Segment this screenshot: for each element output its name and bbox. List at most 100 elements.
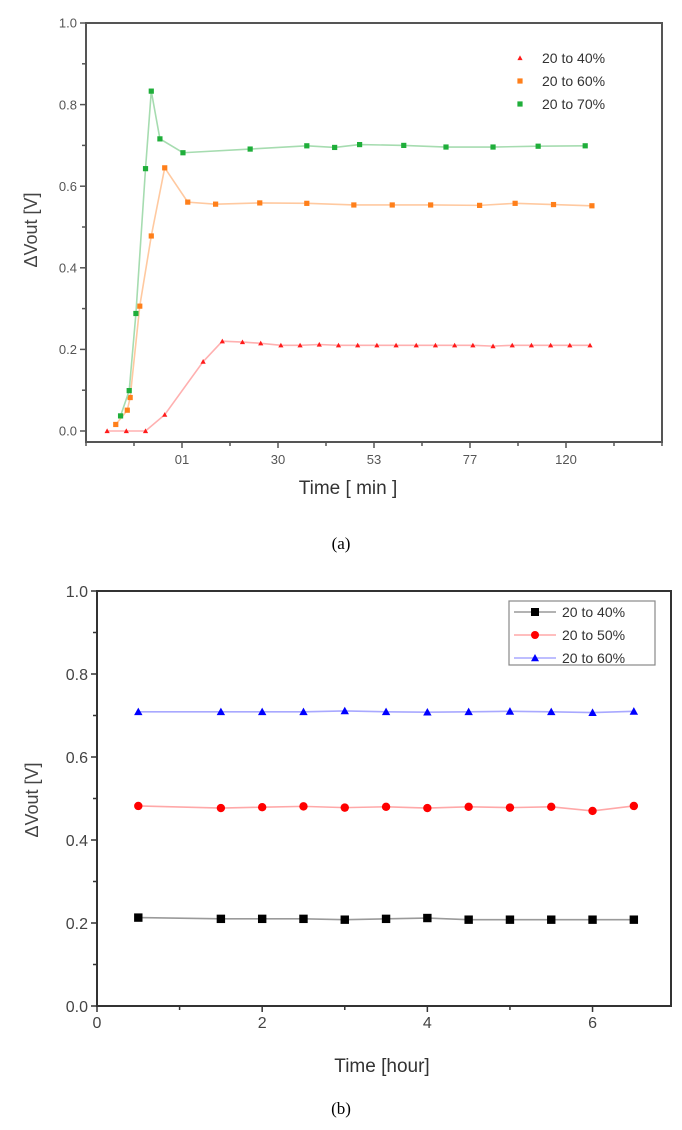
data-point [332, 144, 338, 151]
data-point [567, 342, 573, 348]
data-point [547, 802, 556, 811]
data-point [550, 201, 557, 208]
data-point [213, 201, 219, 207]
x-tick-label: 53 [367, 452, 381, 467]
x-tick-label: 0 [93, 1015, 102, 1032]
data-point [185, 199, 191, 205]
series-3 [134, 706, 639, 716]
legend-marker [531, 654, 539, 662]
data-point [464, 802, 473, 811]
x-tick-label: 4 [423, 1015, 432, 1032]
data-point [216, 914, 226, 924]
series-3 [117, 88, 588, 419]
data-point [299, 707, 308, 716]
data-point [304, 200, 310, 206]
data-point [216, 803, 226, 813]
data-point [401, 142, 407, 148]
data-point [381, 914, 391, 924]
data-point [413, 342, 419, 348]
data-point [335, 342, 342, 348]
x-tick-label: 77 [463, 452, 477, 467]
x-tick-label: 2 [258, 1015, 267, 1032]
y-tick-label: 0.4 [59, 260, 77, 275]
data-point [278, 342, 284, 348]
data-point [113, 421, 119, 428]
data-point [505, 915, 515, 924]
data-point [157, 136, 163, 142]
data-point [162, 165, 168, 171]
data-point [351, 202, 357, 208]
legend-marker [517, 78, 523, 84]
data-point [582, 143, 588, 149]
data-point [299, 914, 308, 924]
data-point [257, 200, 263, 206]
series-1 [104, 338, 593, 434]
data-point [381, 707, 391, 716]
y-tick-label: 1.0 [66, 584, 88, 601]
data-point [200, 359, 206, 364]
data-point [134, 801, 143, 811]
y-tick-label: 0.8 [59, 97, 77, 112]
data-point [505, 707, 515, 715]
chart-a: Time [ min ] ΔVout [V] (a) 01 30 53 77 120 0.… [21, 16, 663, 553]
data-point [148, 233, 154, 239]
data-point [535, 143, 541, 149]
data-point [257, 803, 267, 812]
data-point [512, 200, 518, 206]
y-tick-label: 1.0 [59, 16, 77, 31]
data-point [629, 801, 639, 811]
data-point [299, 802, 308, 811]
data-point [423, 913, 432, 923]
series-1 [134, 913, 639, 924]
data-point [443, 144, 449, 150]
data-point [127, 394, 133, 401]
data-point [126, 388, 132, 394]
data-point [133, 310, 139, 317]
data-point [142, 166, 149, 172]
legend-marker [517, 55, 523, 61]
x-axis-title-b: Time [hour] [334, 1056, 429, 1077]
data-point [629, 707, 639, 715]
x-tick-label: 01 [175, 452, 189, 467]
x-axis-title-a: Time [ min ] [299, 478, 398, 499]
data-point [142, 428, 149, 434]
y-tick-label: 0.6 [59, 179, 77, 194]
chart-b: Time [hour] ΔVout [V] (b) 0 2 4 6 0.0 0.2 0.4 0… [22, 584, 672, 1118]
data-point [124, 407, 130, 413]
y-tick-label: 0.0 [59, 424, 77, 439]
legend-label: 20 to 50% [562, 627, 625, 643]
data-point [216, 707, 226, 716]
y-tick-label: 0.2 [66, 916, 88, 933]
y-tick-label: 0.0 [66, 999, 88, 1016]
data-point [297, 342, 303, 348]
data-point [464, 707, 473, 716]
data-point [423, 707, 432, 716]
data-point [257, 914, 267, 924]
data-point [239, 339, 246, 345]
series-line [138, 805, 634, 812]
data-point [547, 707, 556, 716]
data-point [548, 342, 554, 348]
y-axis-title-b: ΔVout [V] [22, 762, 42, 837]
data-point [470, 342, 476, 348]
legend-marker [531, 608, 539, 616]
series-line [138, 916, 634, 921]
data-point [428, 202, 434, 208]
data-point [357, 141, 363, 148]
y-tick-label: 0.4 [66, 833, 88, 850]
data-point [134, 707, 143, 716]
legend-label: 20 to 40% [542, 50, 605, 66]
data-point [340, 915, 349, 924]
data-point [528, 342, 535, 348]
data-point [477, 202, 483, 208]
data-point [304, 143, 310, 149]
data-point [117, 413, 124, 419]
data-point [588, 708, 597, 716]
data-point [355, 342, 361, 348]
legend-label: 20 to 60% [542, 73, 605, 89]
x-tick-label: 30 [271, 452, 285, 467]
data-point [247, 146, 253, 152]
data-point [490, 343, 496, 349]
